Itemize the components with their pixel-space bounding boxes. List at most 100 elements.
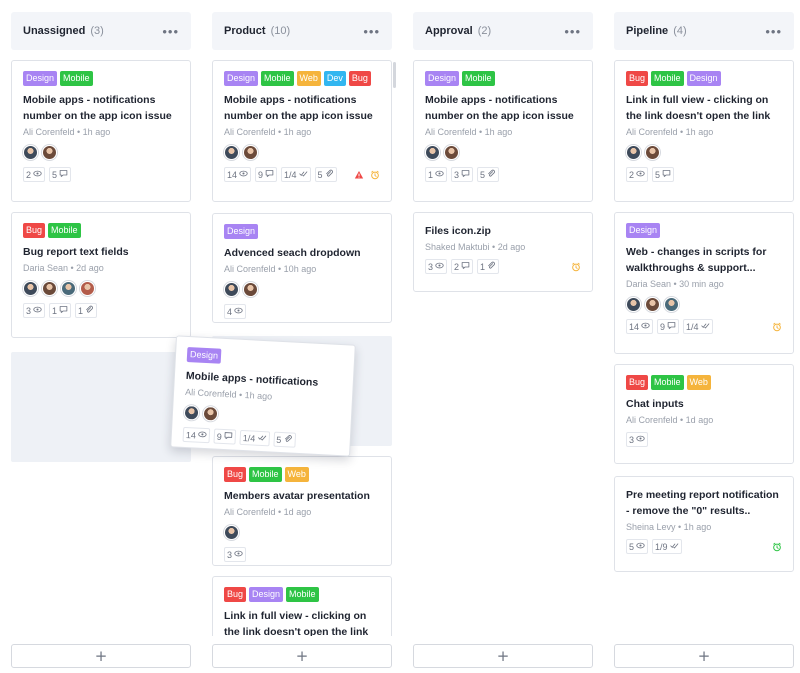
views-value: 2: [26, 169, 32, 180]
drop-placeholder[interactable]: [11, 352, 191, 462]
tag-bug[interactable]: Bug: [224, 587, 247, 602]
tag-design[interactable]: Design: [686, 71, 721, 86]
eye-icon: [33, 305, 42, 316]
card-stats: 1 3 5: [425, 167, 581, 182]
avatar[interactable]: [243, 145, 258, 160]
card-tags: Bug Mobile Design: [626, 71, 782, 86]
add-card-button[interactable]: +: [413, 644, 593, 668]
tag-design[interactable]: Design: [425, 71, 460, 86]
task-card[interactable]: Bug Mobile Bug report text fields Daria Sea…: [11, 212, 191, 338]
alarm-clock-icon: [370, 170, 380, 180]
tag-mobile[interactable]: Mobile: [651, 375, 684, 390]
comment-icon: [224, 431, 234, 442]
avatar[interactable]: [23, 281, 38, 296]
column-title: Unassigned: [23, 25, 86, 37]
avatar[interactable]: [61, 281, 76, 296]
tag-mobile[interactable]: Mobile: [261, 71, 294, 86]
task-card[interactable]: Design Mobile Mobile apps - notifications …: [11, 60, 191, 202]
task-card[interactable]: Bug Mobile Web Chat inputs Ali Corenfeld • 1…: [614, 364, 794, 464]
task-card[interactable]: Design Web - changes in scripts for walkt…: [614, 212, 794, 354]
tag-bug[interactable]: Bug: [348, 71, 371, 86]
avatar[interactable]: [444, 145, 459, 160]
avatar[interactable]: [645, 145, 660, 160]
avatar[interactable]: [243, 282, 258, 297]
task-card[interactable]: Pre meeting report notification - remove…: [614, 476, 794, 572]
avatar[interactable]: [224, 525, 239, 540]
avatar[interactable]: [425, 145, 440, 160]
checkmark-icon: [669, 541, 679, 552]
avatar[interactable]: [224, 282, 239, 297]
comment-icon: [59, 305, 68, 316]
column-title: Pipeline: [626, 25, 669, 37]
tag-mobile[interactable]: Mobile: [462, 71, 495, 86]
tag-mobile[interactable]: Mobile: [48, 223, 81, 238]
views-count: 3: [224, 547, 247, 562]
task-card[interactable]: Design Mobile Mobile apps - notifications …: [413, 60, 593, 202]
card-stats: 4: [224, 304, 380, 319]
tag-bug[interactable]: Bug: [224, 467, 247, 482]
tag-bug[interactable]: Bug: [626, 71, 649, 86]
tag-mobile[interactable]: Mobile: [286, 587, 319, 602]
checklist-count: 1/4: [281, 167, 311, 182]
card-tags: Bug Mobile Web: [224, 467, 380, 482]
task-card[interactable]: Bug Mobile Design Link in full view - click…: [614, 60, 794, 202]
avatar[interactable]: [80, 281, 95, 296]
tag-bug[interactable]: Bug: [23, 223, 46, 238]
card-stats: 14 9 1/4 5: [224, 167, 380, 182]
add-card-button[interactable]: +: [11, 644, 191, 668]
card-tags: Design Mobile Web Dev Bug: [224, 71, 380, 86]
tag-web[interactable]: Web: [686, 375, 711, 390]
dragging-card[interactable]: Design Mobile apps - notifications Ali Cor…: [170, 335, 356, 457]
card-meta: Ali Corenfeld • 1h ago: [224, 127, 312, 137]
task-card[interactable]: Bug Mobile Web Members avatar presentation A…: [212, 456, 392, 566]
card-tags: Design Mobile: [425, 71, 581, 86]
tag-design[interactable]: Design: [626, 223, 661, 238]
tag-mobile[interactable]: Mobile: [60, 71, 93, 86]
tag-design[interactable]: Design: [186, 346, 222, 364]
more-options-icon[interactable]: •••: [564, 23, 581, 39]
task-card[interactable]: Bug Design Mobile Link in full view - click…: [212, 576, 392, 636]
avatar[interactable]: [23, 145, 38, 160]
tag-design[interactable]: Design: [23, 71, 58, 86]
avatar[interactable]: [664, 297, 679, 312]
add-card-button[interactable]: +: [212, 644, 392, 668]
add-card-button[interactable]: +: [614, 644, 794, 668]
paperclip-icon: [487, 169, 496, 180]
more-options-icon[interactable]: •••: [765, 23, 782, 39]
attachments-value: 5: [317, 169, 323, 180]
tag-bug[interactable]: Bug: [626, 375, 649, 390]
attachments-count: 1: [75, 303, 98, 318]
avatar[interactable]: [202, 405, 219, 422]
avatar[interactable]: [626, 297, 641, 312]
tag-mobile[interactable]: Mobile: [651, 71, 684, 86]
task-card[interactable]: Design Advenced seach dropdown Ali Corenfe…: [212, 213, 392, 323]
more-options-icon[interactable]: •••: [363, 23, 380, 39]
column-scrollbar[interactable]: [393, 62, 396, 88]
task-card[interactable]: Design Mobile Web Dev Bug Mobile apps - notif…: [212, 60, 392, 202]
card-tags: Design: [626, 223, 782, 238]
views-count: 3: [425, 259, 448, 274]
task-card[interactable]: Files icon.zip Shaked Maktubi • 2d ago 3 2 1: [413, 212, 593, 292]
comments-value: 9: [216, 431, 223, 442]
tag-mobile[interactable]: Mobile: [249, 467, 282, 482]
comments-value: 5: [52, 169, 58, 180]
card-tags: Design: [186, 346, 344, 370]
tag-web[interactable]: Web: [296, 71, 321, 86]
tag-design[interactable]: Design: [224, 224, 259, 239]
card-title: Link in full view - clicking on the link…: [224, 610, 369, 636]
avatar[interactable]: [183, 404, 200, 421]
avatar[interactable]: [42, 145, 57, 160]
avatar[interactable]: [42, 281, 57, 296]
views-value: 3: [227, 549, 233, 560]
avatar[interactable]: [626, 145, 641, 160]
more-options-icon[interactable]: •••: [162, 23, 179, 39]
tag-design[interactable]: Design: [249, 587, 284, 602]
column-count: (3): [90, 25, 104, 37]
tag-web[interactable]: Web: [284, 467, 309, 482]
tag-dev[interactable]: Dev: [323, 71, 346, 86]
eye-icon: [33, 169, 42, 180]
avatar[interactable]: [224, 145, 239, 160]
tag-design[interactable]: Design: [224, 71, 259, 86]
avatar[interactable]: [645, 297, 660, 312]
